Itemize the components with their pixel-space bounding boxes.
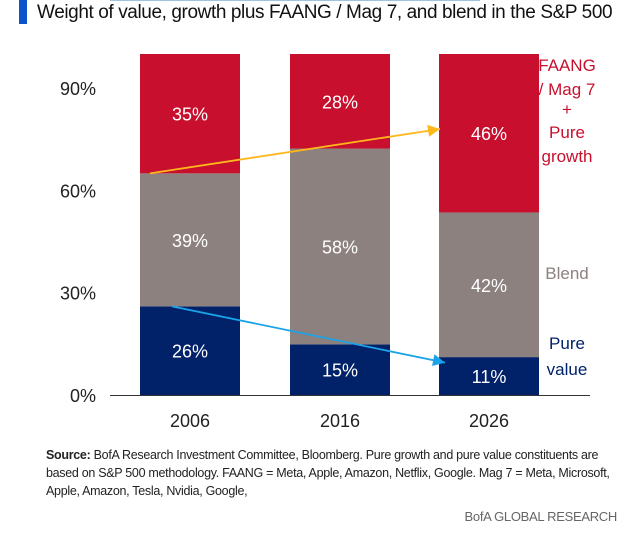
y-tick-label: 30%: [60, 284, 96, 304]
chart-title: Weight of value, growth plus FAANG / Mag…: [37, 2, 613, 23]
bar-segment: [439, 212, 539, 358]
y-tick-label: 0%: [70, 386, 96, 406]
series-label: Pure: [549, 123, 585, 142]
bar-segment: [290, 54, 390, 149]
top-rule: [110, 0, 480, 1]
arrowhead-icon: [432, 354, 445, 367]
bar-segment: [290, 344, 390, 395]
title-accent-bar: [19, 0, 27, 24]
data-label: 35%: [172, 105, 208, 125]
series-label: / Mag 7: [539, 80, 596, 99]
bar-segment: [140, 306, 240, 395]
x-tick-label: 2006: [170, 411, 210, 431]
data-label: 58%: [322, 237, 358, 257]
trend-arrow-line: [149, 128, 441, 175]
arrowhead-icon: [427, 124, 440, 137]
data-label: 15%: [322, 361, 358, 381]
x-tick-label: 2026: [469, 411, 509, 431]
series-label: growth: [541, 147, 592, 166]
data-label: 46%: [471, 124, 507, 144]
source-text: BofA Research Investment Committee, Bloo…: [46, 448, 610, 498]
series-label: Pure: [549, 334, 585, 353]
bar-segment: [140, 173, 240, 307]
data-label: 39%: [172, 231, 208, 251]
bar-segment: [290, 148, 390, 345]
data-label: 28%: [322, 92, 358, 112]
brand-label: BofA GLOBAL RESEARCH: [464, 509, 618, 524]
series-label: value: [547, 360, 588, 379]
bar-segment: [439, 54, 539, 213]
bar-segment: [140, 54, 240, 174]
trend-arrow-line: [171, 305, 446, 364]
y-tick-label: 90%: [60, 79, 96, 99]
series-label: FAANG: [538, 56, 596, 75]
data-label: 26%: [172, 342, 208, 362]
stacked-bar-chart: 0% 30% 60% 90% 26% 39% 35% 2006 15% 58% 28% 2016 11%…: [60, 54, 596, 431]
data-label: 42%: [471, 276, 507, 296]
source-label: Source:: [46, 448, 91, 462]
series-label: Blend: [545, 264, 588, 283]
source-note: Source: BofA Research Investment Committ…: [46, 446, 626, 500]
x-tick-label: 2016: [320, 411, 360, 431]
data-label: 11%: [472, 367, 507, 387]
y-tick-label: 60%: [60, 181, 96, 201]
bar-segment: [439, 357, 539, 395]
series-label: +: [562, 100, 572, 119]
